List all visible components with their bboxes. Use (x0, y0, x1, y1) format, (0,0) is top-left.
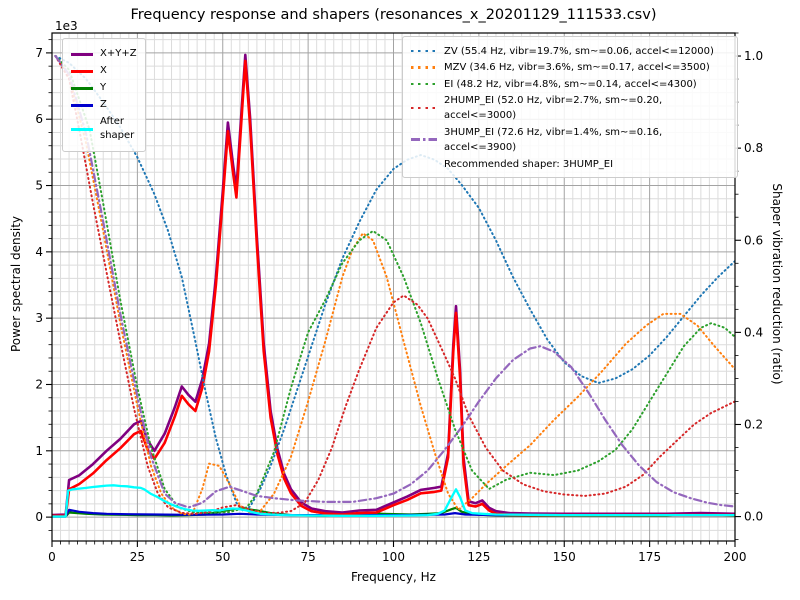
legend-label-after-shaper: After shaper (100, 116, 135, 141)
legend-label-z: Z (100, 99, 107, 110)
y-axis-offset-label: 1e3 (55, 19, 78, 33)
legend-swatch-z (71, 103, 93, 107)
legend-item: MZV (34.6 Hz, vibr=3.6%, sm~=0.17, accel… (411, 60, 729, 75)
legend-item: X+Y+Z (71, 47, 137, 61)
legend-swatch-y (71, 86, 93, 90)
y-axis-left-label: Power spectral density (9, 215, 23, 353)
x-tick-label: 150 (553, 550, 576, 564)
y-left-tick-label: 7 (35, 46, 43, 60)
x-tick-label: 50 (215, 550, 230, 564)
x-tick-label: 100 (382, 550, 405, 564)
x-tick-label: 175 (638, 550, 661, 564)
chart-title: Frequency response and shapers (resonanc… (130, 7, 657, 23)
y-left-tick-label: 0 (35, 510, 43, 524)
legend-item: ZV (55.4 Hz, vibr=19.7%, sm~=0.06, accel… (411, 44, 729, 59)
x-tick-label: 25 (130, 550, 145, 564)
y-left-tick-label: 1 (35, 444, 43, 458)
legend-swatch-zv (411, 49, 437, 53)
legend-series: X+Y+Z X Y Z After shaper (62, 38, 146, 152)
legend-label-mzv: MZV (34.6 Hz, vibr=3.6%, sm~=0.17, accel… (444, 62, 710, 73)
legend-label-ei: EI (48.2 Hz, vibr=4.8%, sm~=0.14, accel<… (444, 78, 697, 90)
y-right-tick-label: 1.0 (744, 49, 763, 63)
y-right-tick-label: 0.0 (744, 510, 763, 524)
x-axis-label: Frequency, Hz (351, 570, 436, 584)
legend-item: 2HUMP_EI (52.0 Hz, vibr=2.7%, sm~=0.20, … (411, 93, 729, 123)
legend-swatch-ei (411, 82, 437, 86)
y-right-tick-label: 0.4 (744, 325, 763, 339)
legend-swatch-mzv (411, 66, 437, 69)
legend-shapers: ZV (55.4 Hz, vibr=19.7%, sm~=0.06, accel… (402, 36, 738, 178)
legend-swatch-xyz (71, 52, 93, 56)
x-tick-label: 125 (467, 550, 490, 564)
y-right-tick-label: 0.6 (744, 233, 763, 247)
legend-swatch-3hump-ei (411, 138, 437, 141)
legend-item: EI (48.2 Hz, vibr=4.8%, sm~=0.14, accel<… (411, 77, 729, 92)
legend-label-y: Y (100, 82, 107, 93)
x-tick-label: 0 (48, 550, 56, 564)
legend-swatch-2hump-ei (411, 106, 437, 110)
y-left-tick-label: 2 (35, 377, 43, 391)
legend-label-2hump-ei: 2HUMP_EI (52.0 Hz, vibr=2.7%, sm~=0.20, … (444, 95, 663, 121)
legend-swatch-x (71, 69, 93, 73)
y-right-tick-label: 0.2 (744, 417, 763, 431)
legend-item: Z (71, 98, 137, 112)
y-left-tick-label: 6 (35, 112, 43, 126)
y-axis-right-label: Shaper vibration reduction (ratio) (770, 183, 784, 385)
legend-item: X (71, 64, 137, 78)
x-tick-label: 75 (300, 550, 315, 564)
legend-label-x: X (100, 65, 107, 76)
y-left-tick-label: 4 (35, 245, 43, 259)
legend-label-xyz: X+Y+Z (100, 48, 137, 59)
x-tick-label: 200 (724, 550, 747, 564)
legend-item: After shaper (71, 115, 137, 143)
recommended-shaper-note: Recommended shaper: 3HUMP_EI (444, 158, 614, 170)
legend-item: Y (71, 81, 137, 95)
legend-label-zv: ZV (55.4 Hz, vibr=19.7%, sm~=0.06, accel… (444, 45, 714, 57)
y-left-tick-label: 3 (35, 311, 43, 325)
y-right-tick-label: 0.8 (744, 141, 763, 155)
legend-label-3hump-ei: 3HUMP_EI (72.6 Hz, vibr=1.4%, sm~=0.16, … (444, 126, 663, 153)
legend-swatch-after-shaper (71, 127, 93, 131)
y-left-tick-label: 5 (35, 179, 43, 193)
legend-item: 3HUMP_EI (72.6 Hz, vibr=1.4%, sm~=0.16, … (411, 125, 729, 155)
